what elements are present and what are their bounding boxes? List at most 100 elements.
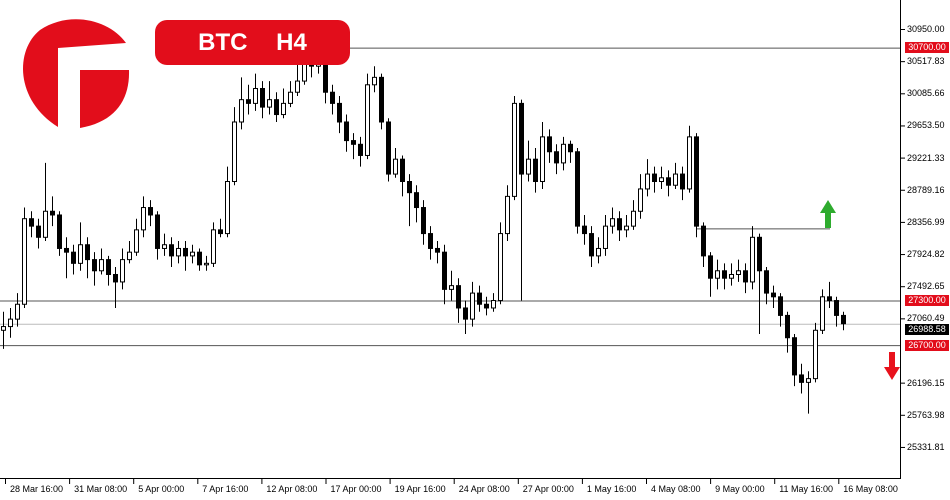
time-tick-label: 7 Apr 16:00 — [202, 484, 249, 494]
candle-bearish — [92, 259, 97, 272]
candle-bearish — [554, 151, 559, 164]
candle-bullish — [393, 158, 398, 175]
candle-bearish — [421, 207, 426, 235]
candle-bearish — [148, 207, 153, 216]
candle-bullish — [638, 188, 643, 212]
candle-bullish — [225, 181, 230, 235]
candle-bullish — [645, 173, 650, 190]
candle-bearish — [379, 76, 384, 123]
candle-bullish — [239, 99, 244, 123]
candle-bearish — [799, 374, 804, 383]
candle-bearish — [533, 158, 538, 183]
candle-bearish — [547, 136, 552, 153]
candle-bullish — [631, 210, 636, 227]
candle-bearish — [407, 181, 412, 194]
candle-bearish — [218, 229, 223, 235]
candle-bearish — [827, 296, 832, 302]
candle-bearish — [358, 143, 363, 156]
candle-bearish — [701, 225, 706, 257]
symbol-timeframe-badge: BTC H4 — [155, 20, 350, 65]
candle-bullish — [813, 329, 818, 380]
candle-bullish — [190, 251, 195, 257]
candle-bullish — [750, 236, 755, 283]
candle-bullish — [78, 244, 83, 264]
candle-bearish — [764, 270, 769, 294]
candle-bullish — [295, 80, 300, 93]
candle-bullish — [540, 136, 545, 183]
company-logo — [23, 19, 130, 128]
candle-bearish — [169, 244, 174, 257]
time-tick-label: 28 Mar 16:00 — [10, 484, 64, 494]
candle-bullish — [715, 270, 720, 279]
candle-bearish — [771, 292, 776, 298]
time-tick-label: 31 Mar 08:00 — [74, 484, 128, 494]
candle-bullish — [470, 292, 475, 320]
time-tick-label: 16 May 08:00 — [843, 484, 898, 494]
candle-bullish — [141, 207, 146, 231]
candle-bearish — [183, 247, 188, 257]
time-tick-label: 9 May 00:00 — [715, 484, 765, 494]
candle-bearish — [260, 88, 265, 108]
level-price-tag: 26700.00 — [905, 339, 949, 351]
candle-bearish — [484, 303, 489, 309]
arrow-up-icon — [820, 200, 836, 228]
candle-bearish — [344, 121, 349, 142]
candle-bearish — [694, 136, 699, 227]
candle-bearish — [575, 151, 580, 227]
candle-bearish — [568, 143, 573, 153]
time-tick-label: 4 May 08:00 — [651, 484, 701, 494]
candle-bearish — [50, 210, 55, 216]
candle-bearish — [106, 259, 111, 275]
candle-bullish — [659, 177, 664, 183]
candle-bullish — [176, 247, 181, 257]
candle-bearish — [722, 270, 727, 279]
price-tick-label: 25331.81 — [907, 441, 945, 452]
candle-bearish — [113, 273, 118, 283]
candle-bearish — [652, 173, 657, 183]
candle-bearish — [29, 218, 34, 227]
candle-bearish — [778, 296, 783, 316]
candle-bullish — [526, 158, 531, 175]
candle-bullish — [687, 136, 692, 190]
price-tick-label: 30085.66 — [907, 88, 945, 99]
price-tick-label: 26196.15 — [907, 377, 945, 388]
timeframe-label: H4 — [276, 29, 307, 56]
candle-bullish — [120, 259, 125, 283]
candle-bearish — [680, 173, 685, 190]
candle-bearish — [400, 158, 405, 183]
candle-bearish — [274, 99, 279, 116]
candle-bearish — [666, 177, 671, 186]
candle-bearish — [386, 121, 391, 175]
candle-bearish — [442, 251, 447, 290]
candle-bullish — [610, 218, 615, 227]
candle-bearish — [337, 102, 342, 123]
candle-bullish — [281, 102, 286, 116]
candle-bearish — [841, 314, 846, 325]
candle-bearish — [85, 244, 90, 261]
candle-bullish — [603, 225, 608, 249]
candle-bullish — [162, 244, 167, 249]
candle-bullish — [204, 262, 209, 266]
price-tick-label: 25763.98 — [907, 409, 945, 420]
time-tick-label: 11 May 16:00 — [779, 484, 834, 494]
price-tick-label: 29221.33 — [907, 152, 945, 163]
candle-bearish — [477, 292, 482, 305]
candle-bullish — [512, 102, 517, 197]
time-tick-label: 1 May 16:00 — [586, 484, 637, 494]
candle-bullish — [449, 285, 454, 290]
price-tick-label: 27924.82 — [907, 249, 945, 260]
candle-bullish — [365, 84, 370, 156]
candle-bullish — [596, 247, 601, 257]
current-price-tag: 26988.58 — [905, 323, 949, 335]
candle-bearish — [617, 218, 622, 231]
candle-bearish — [64, 247, 69, 253]
candle-bullish — [253, 88, 258, 104]
candle-bullish — [806, 378, 811, 383]
candle-bullish — [729, 273, 734, 279]
price-tick-label: 27492.65 — [907, 281, 945, 292]
candle-bullish — [232, 121, 237, 183]
candle-bearish — [834, 300, 839, 316]
candle-bearish — [708, 255, 713, 279]
time-tick-label: 27 Apr 00:00 — [522, 484, 574, 494]
